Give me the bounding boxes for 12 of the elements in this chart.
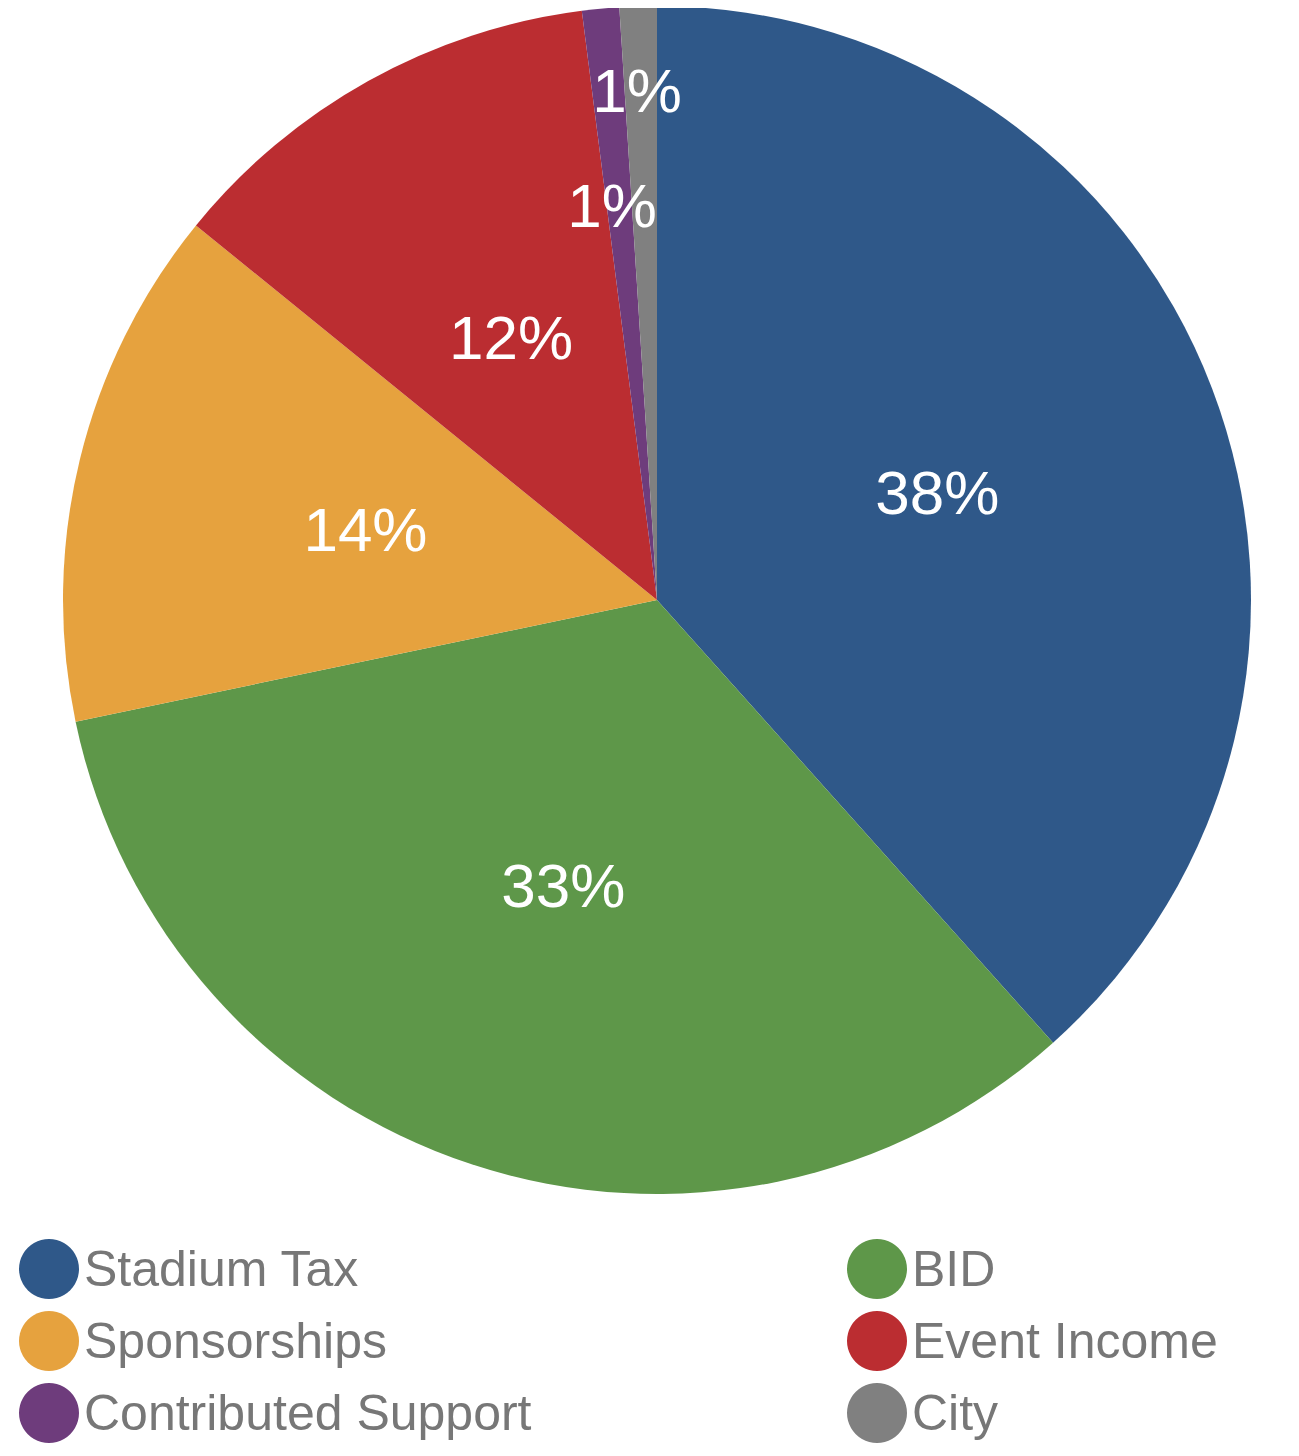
data-label: 14% bbox=[303, 494, 428, 564]
legend-label: Event Income bbox=[912, 1313, 1218, 1369]
data-label: 1% bbox=[567, 170, 657, 240]
legend-label: Contributed Support bbox=[84, 1385, 532, 1441]
legend-label: Stadium Tax bbox=[84, 1241, 359, 1297]
data-label: 1% bbox=[592, 55, 682, 125]
data-label: 12% bbox=[449, 303, 574, 373]
legend-label: BID bbox=[912, 1241, 996, 1297]
data-label: 38% bbox=[875, 458, 1000, 528]
legend-label: City bbox=[912, 1385, 999, 1441]
data-label: 33% bbox=[501, 850, 626, 920]
legend-label: Sponsorships bbox=[84, 1313, 387, 1369]
